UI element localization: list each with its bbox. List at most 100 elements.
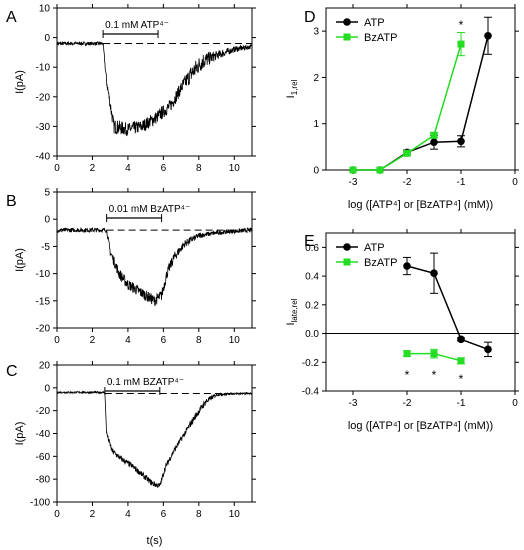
- x-tick-label-d: -1: [457, 177, 466, 188]
- y-tick-label-a: -40: [36, 152, 51, 163]
- panel-letter-b: B: [6, 193, 17, 210]
- y-tick-label-d: 2: [313, 73, 319, 84]
- y-tick-label-d: 3: [313, 27, 319, 38]
- y-tick-label-b: -10: [36, 269, 51, 280]
- y-tick-label-b: 0: [44, 215, 50, 226]
- data-point-bzatp-d: [349, 166, 357, 174]
- axes-frame-e: [325, 232, 516, 392]
- x-tick-label-c: 0: [54, 509, 60, 520]
- y-axis-label-sub-d: 1,rel: [290, 79, 299, 95]
- x-tick-label-e: 0: [512, 398, 518, 409]
- y-tick-label-e: -0.4: [302, 387, 320, 398]
- y-tick-label-e: -0.2: [302, 358, 320, 369]
- legend-marker-atp-e: [343, 243, 351, 251]
- data-point-bzatp-e: [403, 350, 411, 358]
- data-point-bzatp-d: [403, 149, 411, 157]
- series-line-atp-e: [406, 265, 489, 351]
- y-axis-label-b: I(pA): [14, 248, 26, 272]
- y-tick-label-a: 0: [44, 33, 50, 44]
- y-tick-label-e: 0.2: [305, 300, 319, 311]
- data-point-atp-d: [457, 137, 465, 146]
- data-point-atp-e: [430, 269, 438, 278]
- y-tick-label-d: 1: [313, 119, 319, 130]
- data-point-atp-e: [457, 335, 465, 344]
- panel-letter-e: E: [304, 233, 315, 250]
- panel-letter-c: C: [6, 363, 18, 380]
- y-tick-label-a: 10: [39, 4, 51, 15]
- x-tick-label-a: 0: [54, 163, 60, 174]
- x-tick-label-d: -2: [403, 177, 412, 188]
- data-point-atp-e: [403, 262, 411, 270]
- axes-frame-b: [56, 191, 253, 329]
- y-tick-label-c: 0: [44, 383, 50, 394]
- x-tick-label-b: 6: [161, 335, 167, 346]
- application-bar-label-c: 0.1 mM BZATP⁴⁻: [107, 377, 184, 388]
- x-tick-label-e: -3: [349, 398, 358, 409]
- data-point-bzatp-e: [457, 357, 465, 365]
- legend-marker-bzatp-e: [343, 258, 351, 266]
- x-tick-label-a: 2: [90, 163, 96, 174]
- y-tick-label-e: 0.0: [305, 329, 319, 340]
- x-axis-label-d: log ([ATP⁴] or [BzATP⁴] (mM)): [348, 199, 493, 211]
- y-tick-label-a: -30: [36, 122, 51, 133]
- x-tick-label-a: 6: [161, 163, 167, 174]
- y-axis-label-a: I(pA): [14, 70, 26, 94]
- significance-star-e: *: [432, 368, 437, 382]
- y-tick-label-c: 20: [39, 361, 51, 372]
- y-tick-label-c: -20: [36, 406, 51, 417]
- legend-marker-bzatp-d: [343, 33, 351, 41]
- axes-frame-a: [56, 7, 253, 157]
- application-bar-label-a: 0.1 mM ATP⁴⁻: [105, 20, 169, 31]
- y-tick-label-e: 0.4: [305, 272, 319, 283]
- x-tick-label-c: 2: [90, 509, 96, 520]
- data-point-bzatp-d: [430, 131, 438, 139]
- x-tick-label-b: 0: [54, 335, 60, 346]
- y-tick-label-b: 5: [44, 188, 50, 199]
- y-axis-label-d: I1,rel: [285, 79, 299, 98]
- data-point-bzatp-d: [457, 40, 465, 48]
- x-tick-label-a: 8: [196, 163, 202, 174]
- y-axis-label-c: I(pA): [14, 422, 26, 446]
- panel-d: -3 -2 -1 0 0 1 2 3 I1,rel log ([ATP⁴] or [BzATP⁴]…: [285, 4, 519, 211]
- x-tick-label-a: 10: [229, 163, 241, 174]
- application-bar-label-b: 0.01 mM BzATP⁴⁻: [109, 204, 191, 215]
- y-tick-label-c: -80: [36, 475, 51, 486]
- x-tick-label-a: 4: [125, 163, 131, 174]
- data-point-atp-d: [484, 31, 492, 40]
- legend-label-atp-e: ATP: [364, 242, 385, 254]
- y-tick-label-a: -10: [36, 63, 51, 74]
- legend-label-atp-d: ATP: [364, 17, 385, 29]
- significance-star-d: *: [459, 18, 464, 32]
- x-tick-label-d: 0: [512, 177, 518, 188]
- series-line-atp-d: [353, 35, 489, 171]
- data-point-bzatp-e: [430, 350, 438, 358]
- x-tick-label-d: -3: [349, 177, 358, 188]
- x-tick-label-c: 4: [125, 509, 131, 520]
- y-tick-label-d: 0: [313, 166, 319, 177]
- x-tick-label-e: -2: [403, 398, 412, 409]
- current-trace-c: [56, 390, 253, 488]
- panel-e: -3 -2 -1 0 -0.4 -0.2 0.0 0.2 0.4 0.6 Ilate,rel log …: [285, 229, 519, 432]
- x-tick-label-c: 8: [196, 509, 202, 520]
- x-tick-label-b: 4: [125, 335, 131, 346]
- y-tick-label-b: -15: [36, 296, 51, 307]
- legend-label-bzatp-d: BzATP: [364, 32, 397, 44]
- x-tick-label-c: 6: [161, 509, 167, 520]
- axes-frame-d: [325, 7, 516, 171]
- x-axis-label-c: t(s): [147, 535, 163, 547]
- y-axis-label-e: Ilate,rel: [285, 298, 299, 325]
- significance-star-e: *: [459, 372, 464, 386]
- panel-a: 0 2 4 6 8 10 -40 -30 -20 -10 0 10 I(pA) 0.1 mM ATP⁴⁻: [14, 4, 256, 174]
- panel-letter-d: D: [304, 9, 316, 26]
- significance-star-e: *: [405, 368, 410, 382]
- y-tick-label-c: -100: [30, 498, 50, 509]
- y-tick-label-c: -40: [36, 429, 51, 440]
- y-axis-label-sub-e: late,rel: [290, 298, 299, 322]
- y-tick-label-e: 0.6: [305, 243, 319, 254]
- data-point-atp-e: [484, 345, 492, 354]
- x-axis-label-e: log ([ATP⁴] or [BzATP⁴] (mM)): [348, 420, 493, 432]
- x-tick-label-c: 10: [229, 509, 241, 520]
- x-tick-label-b: 10: [229, 335, 241, 346]
- y-tick-label-b: -20: [36, 324, 51, 335]
